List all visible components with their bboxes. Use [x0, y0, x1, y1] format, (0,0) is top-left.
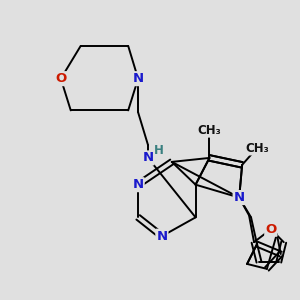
Text: O: O: [55, 72, 67, 85]
Text: N: N: [234, 191, 245, 204]
Text: O: O: [265, 223, 277, 236]
Text: N: N: [133, 72, 144, 85]
Text: CH₃: CH₃: [198, 124, 221, 137]
Text: N: N: [133, 178, 144, 191]
Text: N: N: [156, 230, 167, 243]
Text: CH₃: CH₃: [245, 142, 269, 154]
Text: H: H: [154, 143, 164, 157]
Text: N: N: [142, 152, 154, 164]
